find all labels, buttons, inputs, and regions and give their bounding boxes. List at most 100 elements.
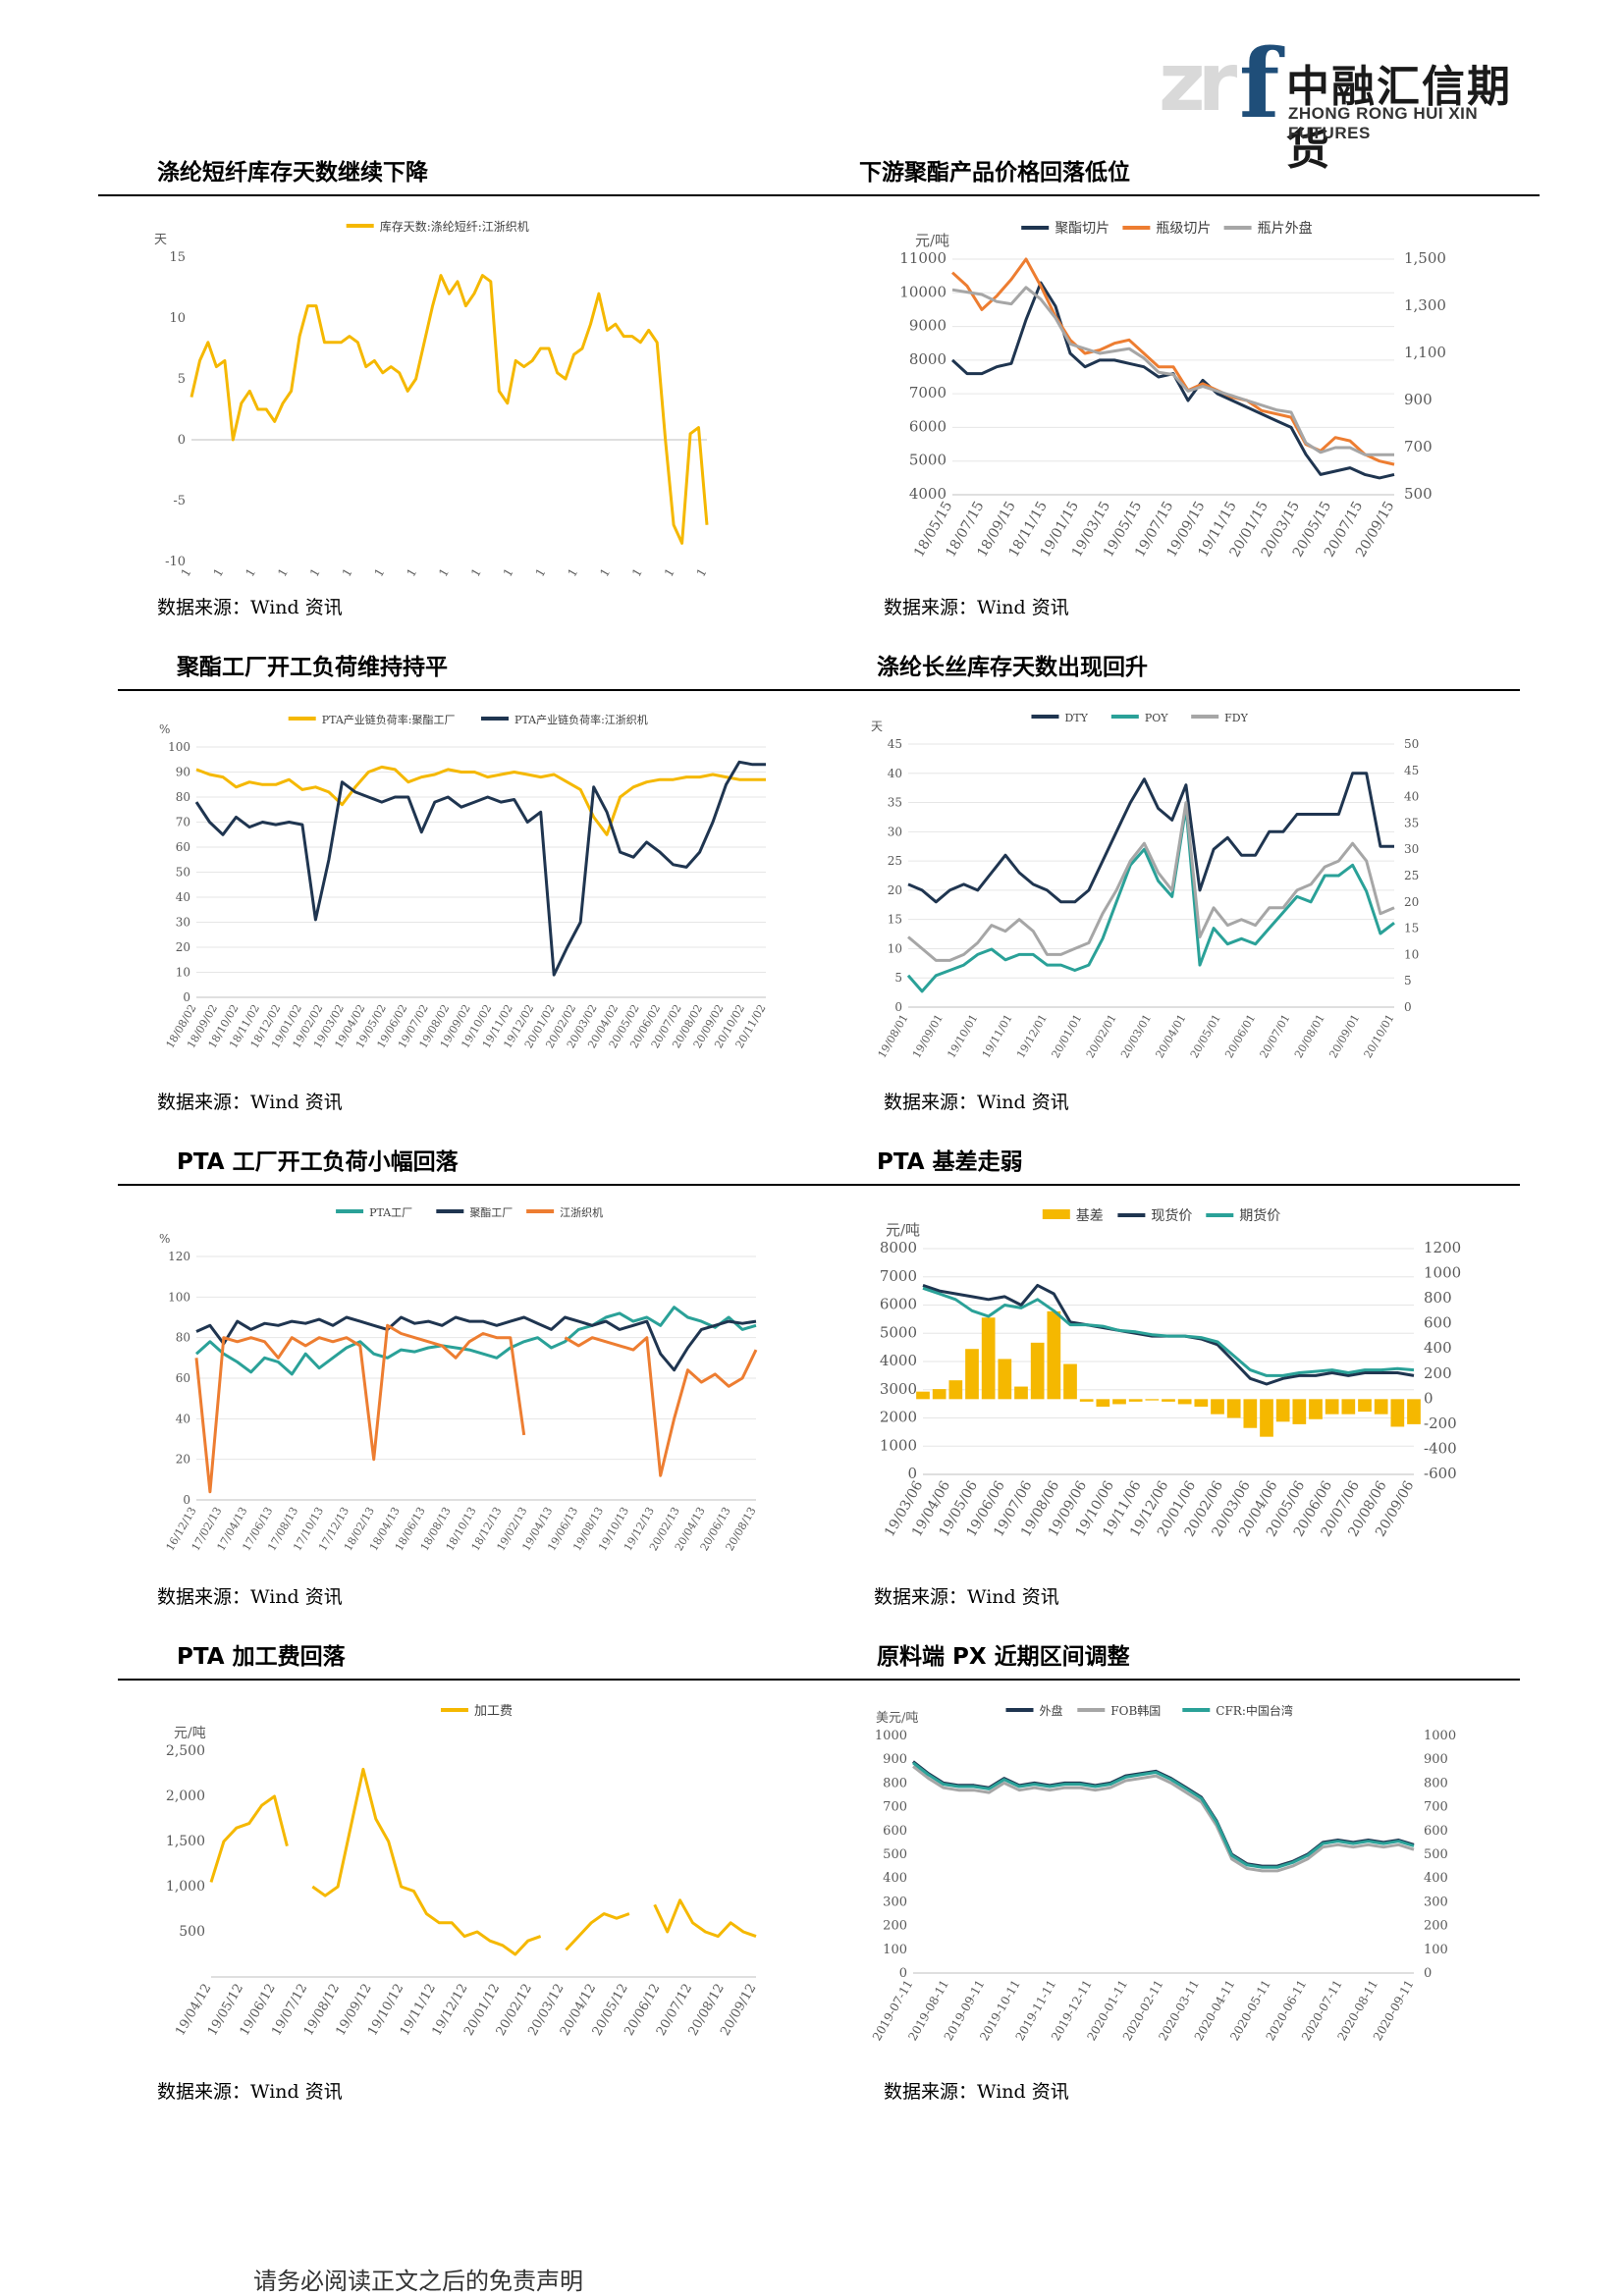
y-tick-label: 300 xyxy=(883,1895,907,1909)
y-tick-label: 8000 xyxy=(880,1239,917,1256)
chart-pta-operating-rate: %12010080604020016/12/1317/02/1317/04/13… xyxy=(159,1205,759,1553)
bar-mark xyxy=(1292,1399,1307,1424)
y2-tick-label: 900 xyxy=(1424,1752,1448,1767)
y-tick-label: 20 xyxy=(888,883,902,897)
bar-mark xyxy=(1341,1399,1356,1415)
y-tick-label: -5 xyxy=(173,494,186,508)
y-tick-label: 20 xyxy=(176,1453,190,1467)
y2-tick-label: 45 xyxy=(1404,764,1419,777)
series-line xyxy=(951,286,1394,456)
x-tick-label: 20/04/01 xyxy=(1153,1012,1188,1060)
x-tick-label: 20/10/11 xyxy=(639,566,677,577)
y-tick-label: 800 xyxy=(883,1776,907,1790)
y-tick-label: 20 xyxy=(176,940,190,954)
bar-mark xyxy=(1226,1399,1241,1418)
y-tick-label: 50 xyxy=(176,866,190,880)
legend-label: 瓶片外盘 xyxy=(1258,220,1313,237)
bar-mark xyxy=(1014,1386,1028,1400)
section-divider xyxy=(118,1679,1520,1681)
x-tick-label: 20/06/01 xyxy=(1222,1012,1258,1060)
data-source: 数据来源：Wind 资讯 xyxy=(157,1092,343,1113)
y-tick-label: 0 xyxy=(907,1465,917,1482)
y-tick-label: 25 xyxy=(888,854,902,868)
y-tick-label: 7000 xyxy=(880,1267,917,1285)
section-title: 涤纶长丝库存天数出现回升 xyxy=(877,655,1148,680)
y2-tick-label: 10 xyxy=(1404,947,1419,961)
legend-label: 江浙织机 xyxy=(560,1205,603,1219)
x-tick-label: 19/12/01 xyxy=(1014,1012,1050,1060)
bar-mark xyxy=(1374,1399,1388,1415)
x-tick-label: 20/06/11 xyxy=(510,566,548,577)
bar-mark xyxy=(1177,1399,1192,1405)
y-tick-label: 5 xyxy=(178,372,186,387)
y-tick-label: 6000 xyxy=(909,417,947,435)
y2-tick-label: 600 xyxy=(1424,1824,1448,1839)
y-tick-label: 40 xyxy=(176,890,190,904)
series-line xyxy=(194,760,766,977)
y2-tick-label: 800 xyxy=(1424,1289,1452,1307)
x-tick-label: 20/01/01 xyxy=(1049,1012,1084,1060)
axis-unit-label: 天 xyxy=(154,233,167,247)
y-tick-label: 2000 xyxy=(880,1409,917,1426)
y-tick-label: 30 xyxy=(176,916,190,930)
y2-tick-label: 15 xyxy=(1404,922,1419,935)
x-tick-label: 20/07/11 xyxy=(542,566,580,577)
data-source: 数据来源：Wind 资讯 xyxy=(157,597,343,618)
chart-polyester-operating-rate: %100908070605040302010018/08/0218/09/021… xyxy=(159,713,769,1050)
y-tick-label: 5000 xyxy=(880,1323,917,1341)
y-tick-label: 8000 xyxy=(909,350,947,368)
y-tick-label: 1000 xyxy=(880,1436,917,1454)
y-tick-label: 100 xyxy=(168,740,190,754)
bar-mark xyxy=(1047,1310,1061,1400)
axis-unit-label: 美元/吨 xyxy=(876,1711,918,1726)
data-source: 数据来源：Wind 资讯 xyxy=(884,2081,1069,2103)
x-tick-label: 19/09/01 xyxy=(910,1012,946,1060)
x-tick-label: 20/08/11 xyxy=(574,566,613,577)
bar-mark xyxy=(1079,1399,1094,1402)
legend-label: 聚酯切片 xyxy=(1055,221,1109,237)
y2-tick-label: 0 xyxy=(1404,1000,1412,1014)
legend-label: 外盘 xyxy=(1040,1703,1063,1718)
y-tick-label: 100 xyxy=(168,1290,190,1304)
series-line xyxy=(922,1286,1415,1377)
section-divider xyxy=(118,1184,1520,1186)
y-tick-label: -10 xyxy=(165,555,186,569)
y-tick-label: 80 xyxy=(176,790,190,804)
y-tick-label: 0 xyxy=(183,1493,190,1507)
logo-name-cn: 中融汇信期货 xyxy=(1286,62,1512,175)
section-title: 原料端 PX 近期区间调整 xyxy=(877,1644,1130,1670)
y-tick-label: 10 xyxy=(888,941,902,955)
bar-mark xyxy=(1096,1399,1110,1407)
data-source: 数据来源：Wind 资讯 xyxy=(884,597,1069,618)
y2-tick-label: 500 xyxy=(1424,1847,1448,1862)
bar-mark xyxy=(932,1389,947,1400)
y2-tick-label: -600 xyxy=(1424,1465,1457,1482)
x-tick-label: 19/12/11 xyxy=(317,566,355,577)
axis-unit-label: % xyxy=(159,1232,170,1246)
section-title: 涤纶短纤库存天数继续下降 xyxy=(157,160,428,186)
y2-tick-label: 0 xyxy=(1424,1966,1432,1981)
y-tick-label: 0 xyxy=(894,1000,902,1014)
legend-label: PTA产业链负荷率:聚酯工厂 xyxy=(322,713,456,726)
y-tick-label: 700 xyxy=(883,1800,907,1815)
series-line xyxy=(189,274,709,545)
section-title: PTA 工厂开工负荷小幅回落 xyxy=(177,1149,459,1175)
series-line xyxy=(912,1761,1415,1869)
y2-tick-label: 20 xyxy=(1404,895,1419,909)
bar-mark xyxy=(948,1380,963,1400)
y-tick-label: 500 xyxy=(883,1847,907,1862)
y2-tick-label: 1,500 xyxy=(1404,249,1446,267)
y-tick-label: 40 xyxy=(888,767,902,780)
bar-mark xyxy=(1145,1399,1160,1401)
disclaimer-footer: 请务必阅读正文之后的免责声明 xyxy=(253,2268,583,2295)
series-line xyxy=(912,1765,1415,1873)
x-tick-label: 20/02/01 xyxy=(1084,1012,1119,1060)
y-tick-label: 15 xyxy=(888,913,902,927)
bar-mark xyxy=(1407,1399,1421,1424)
y2-tick-label: 0 xyxy=(1424,1389,1434,1407)
legend-label: DTY xyxy=(1064,712,1088,724)
legend-label: PTA工厂 xyxy=(369,1206,412,1219)
y-tick-label: 5 xyxy=(894,971,902,985)
y2-tick-label: 50 xyxy=(1404,737,1419,751)
y-tick-label: 600 xyxy=(883,1824,907,1839)
